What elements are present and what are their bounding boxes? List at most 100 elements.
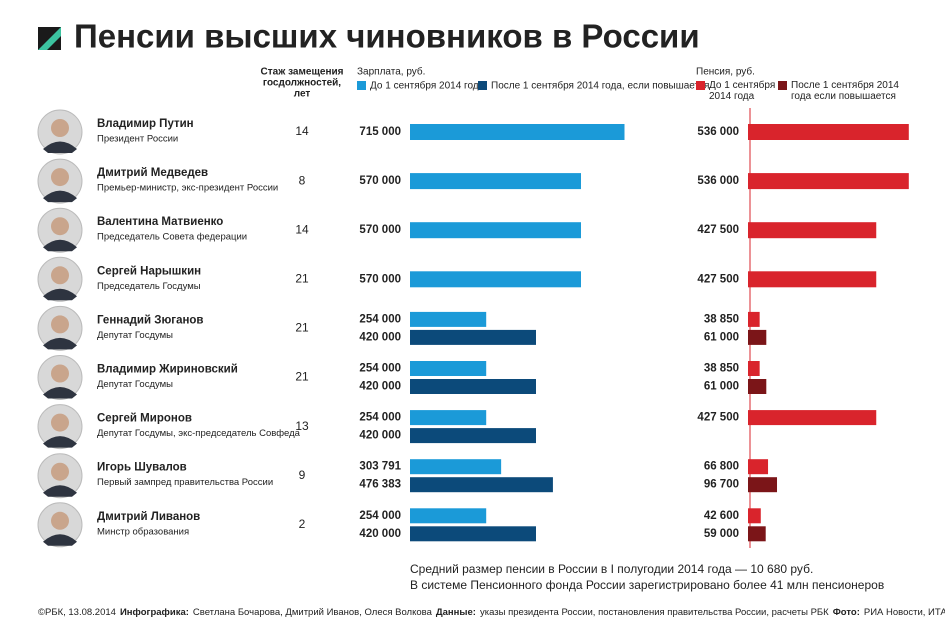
credit-part: Инфографика: xyxy=(120,607,189,618)
tenure: 14 xyxy=(295,222,309,236)
salary-value-label: 254 000 xyxy=(359,510,401,522)
person-name: Владимир Жириновский xyxy=(97,364,238,376)
salary-value-label: 570 000 xyxy=(359,224,401,236)
pension-bar xyxy=(748,459,769,475)
salary-value-label: 420 000 xyxy=(359,430,401,442)
salary-bar xyxy=(410,173,581,190)
salary-bar xyxy=(410,311,487,327)
portrait-body xyxy=(43,534,77,546)
tenure: 13 xyxy=(295,419,309,433)
legend-swatch xyxy=(696,81,705,90)
pension-bar xyxy=(748,173,909,190)
portrait-body xyxy=(43,387,77,399)
legend-swatch xyxy=(478,81,487,90)
salary-bar xyxy=(410,329,536,345)
legend-label: После 1 сентября 2014 года, если повышае… xyxy=(491,80,709,92)
salary-value-label: 570 000 xyxy=(359,273,401,285)
credit-part: Светлана Бочарова, Дмитрий Иванов, Олеся… xyxy=(193,607,433,618)
tenure: 2 xyxy=(299,517,306,531)
portrait xyxy=(37,305,83,351)
portrait-head xyxy=(51,511,69,530)
portrait-head xyxy=(51,364,69,383)
portrait-head xyxy=(51,266,69,285)
person-role: Председатель Совета федерации xyxy=(97,232,247,243)
portrait xyxy=(37,355,83,400)
portrait-body xyxy=(43,141,77,153)
person-name: Дмитрий Медведев xyxy=(97,167,208,179)
pension-value-label: 59 000 xyxy=(704,528,739,540)
portrait xyxy=(37,207,83,253)
portrait-head xyxy=(51,217,69,236)
pension-value-label: 536 000 xyxy=(697,175,739,187)
salary-value-label: 420 000 xyxy=(359,331,401,343)
salary-value-label: 254 000 xyxy=(359,313,401,325)
pension-bar xyxy=(748,329,767,345)
credits: ©РБК, 13.08.2014 Инфографика: Светлана Боч… xyxy=(38,607,945,618)
person-name: Владимир Путин xyxy=(97,118,194,130)
portrait-body xyxy=(43,436,77,448)
salary-bar xyxy=(410,428,536,444)
pension-bar xyxy=(748,271,877,288)
person-role: Председатель Госдумы xyxy=(97,281,201,292)
salary-value-label: 303 791 xyxy=(359,461,401,473)
pension-value-label: 66 800 xyxy=(704,461,739,473)
pension-value-label: 38 850 xyxy=(704,313,739,325)
person-role: Президент России xyxy=(97,134,178,145)
chart-title: Пенсии высших чиновников в России xyxy=(74,18,700,55)
portrait-body xyxy=(43,288,77,301)
note: В системе Пенсионного фонда России зарег… xyxy=(410,578,884,592)
portrait-body xyxy=(43,337,77,350)
credit-part: Данные: xyxy=(436,607,476,618)
portrait-head xyxy=(51,315,69,334)
person-name: Геннадий Зюганов xyxy=(97,314,204,326)
pension-value-label: 61 000 xyxy=(704,381,739,393)
portrait-head xyxy=(51,119,69,137)
portrait-body xyxy=(43,190,77,203)
tenure: 21 xyxy=(295,370,309,384)
person-role: Первый зампред правительства России xyxy=(97,477,273,488)
salary-bar xyxy=(410,222,581,239)
pension-value-label: 96 700 xyxy=(704,479,739,491)
pension-value-label: 427 500 xyxy=(697,412,739,424)
tenure-header: госдолжностей, xyxy=(263,78,341,89)
salary-value-label: 254 000 xyxy=(359,363,401,375)
person-name: Дмитрий Ливанов xyxy=(97,511,200,523)
legend-label: После 1 сентября 2014 года если повышает… xyxy=(791,80,899,102)
salary-bar xyxy=(410,477,553,493)
pension-bar xyxy=(748,477,778,493)
pension-bar xyxy=(748,526,766,542)
pension-bar xyxy=(748,379,767,394)
portrait-head xyxy=(51,462,69,481)
salary-value-label: 420 000 xyxy=(359,528,401,540)
legend-label: До 1 сентября 2014 года xyxy=(709,80,776,102)
pension-bar xyxy=(748,410,877,426)
portrait-body xyxy=(43,239,77,252)
salary-value-label: 570 000 xyxy=(359,175,401,187)
person-role: Депутат Госдумы xyxy=(97,379,173,390)
portrait xyxy=(37,158,83,204)
salary-value-label: 254 000 xyxy=(359,412,401,424)
legend-swatch xyxy=(357,81,366,90)
pension-bar xyxy=(748,124,909,140)
pension-label: Пенсия, руб. xyxy=(696,66,755,78)
portrait xyxy=(37,404,83,450)
salary-bar xyxy=(410,508,487,524)
credit-part: Фото: xyxy=(833,607,860,618)
person-role: Минстр образования xyxy=(97,526,189,537)
pension-bar xyxy=(748,311,760,327)
legend-label-box: После 1 сентября 2014 года если повышает… xyxy=(791,80,899,102)
logo xyxy=(38,27,61,50)
credit-part: РИА Новости, ИТАР-ТАСС xyxy=(864,607,945,618)
tenure: 8 xyxy=(299,173,306,187)
note: Средний размер пенсии в России в I полуг… xyxy=(410,562,813,576)
person-role: Премьер-министр, экс-президент России xyxy=(97,183,278,194)
tenure-header: Стаж замещения xyxy=(261,67,344,78)
legend-label: До 1 сентября 2014 года xyxy=(370,80,485,92)
portrait-head xyxy=(51,168,69,187)
salary-bar xyxy=(410,379,536,394)
salary-bar xyxy=(410,361,487,376)
tenure: 21 xyxy=(295,321,309,335)
tenure-header: лет xyxy=(294,89,311,100)
legend-label-box: До 1 сентября 2014 года xyxy=(709,80,776,102)
